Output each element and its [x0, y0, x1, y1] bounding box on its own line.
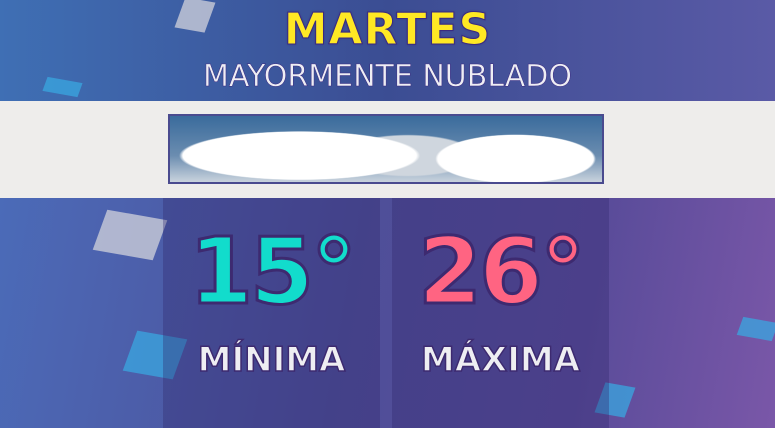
cloudy-sky-image: [168, 114, 604, 184]
condition-text: MAYORMENTE NUBLADO: [203, 59, 572, 95]
max-temperature: 26°: [416, 218, 587, 325]
max-panel: [392, 198, 609, 428]
min-label: MÍNIMA: [197, 339, 346, 381]
header-banner: [0, 0, 775, 101]
min-panel: [163, 198, 380, 428]
max-label: MÁXIMA: [420, 339, 581, 381]
min-temperature: 15°: [187, 218, 358, 325]
day-title: MARTES: [283, 4, 492, 56]
